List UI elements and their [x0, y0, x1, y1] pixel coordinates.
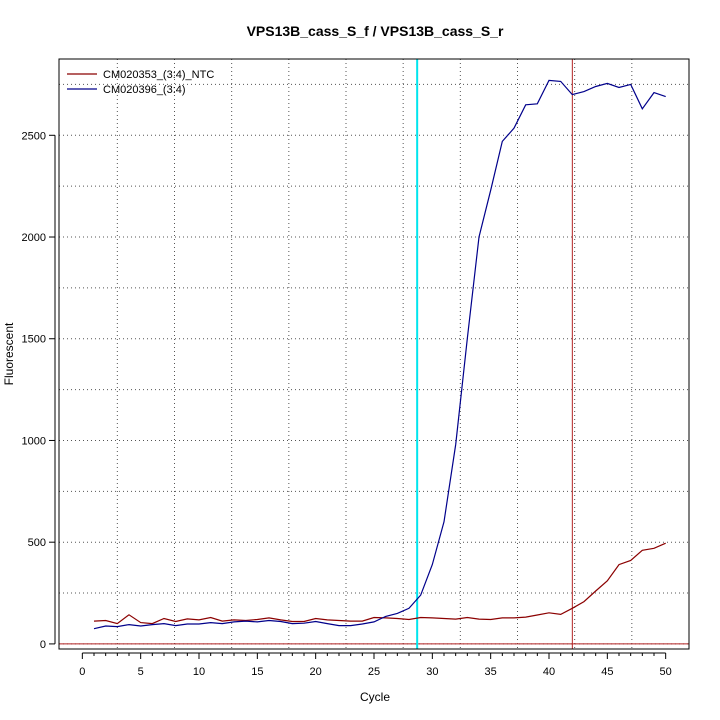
x-tick-label: 15 [251, 666, 263, 678]
series-line-1 [93, 542, 666, 625]
x-axis-label: Cycle [360, 690, 390, 704]
x-tick-label: 50 [660, 666, 672, 678]
legend-label: CM020353_(3:4)_NTC [103, 69, 214, 81]
x-tick-label: 5 [138, 666, 144, 678]
x-tick-label: 30 [426, 666, 438, 678]
grid [59, 59, 689, 649]
x-tick-label: 25 [368, 666, 380, 678]
y-tick-label: 1500 [22, 334, 46, 346]
y-axis: 0 500 1000 1500 2000 2500 [22, 130, 56, 651]
legend-label: CM020396_(3:4) [103, 84, 186, 96]
legend: CM020353_(3:4)_NTC CM020396_(3:4) [67, 69, 214, 96]
x-tick-label: 10 [193, 666, 205, 678]
plot-frame [58, 58, 690, 650]
y-tick-label: 500 [28, 537, 46, 549]
x-tick-label: 45 [601, 666, 613, 678]
chart-title: VPS13B_cass_S_f / VPS13B_cass_S_r [247, 23, 504, 39]
reference-lines [59, 59, 689, 649]
x-tick-label: 0 [79, 666, 85, 678]
y-tick-label: 2000 [22, 232, 46, 244]
y-tick-label: 0 [40, 639, 46, 651]
series-line-2 [93, 79, 666, 630]
x-axis: 0 5 10 15 20 25 30 35 40 45 50 [79, 652, 672, 678]
x-tick-label: 20 [310, 666, 322, 678]
y-tick-label: 2500 [22, 130, 46, 142]
x-tick-label: 35 [485, 666, 497, 678]
x-tick-label: 40 [543, 666, 555, 678]
series-lines [93, 79, 666, 630]
y-tick-label: 1000 [22, 435, 46, 447]
y-axis-label: Fluorescent [2, 322, 16, 385]
